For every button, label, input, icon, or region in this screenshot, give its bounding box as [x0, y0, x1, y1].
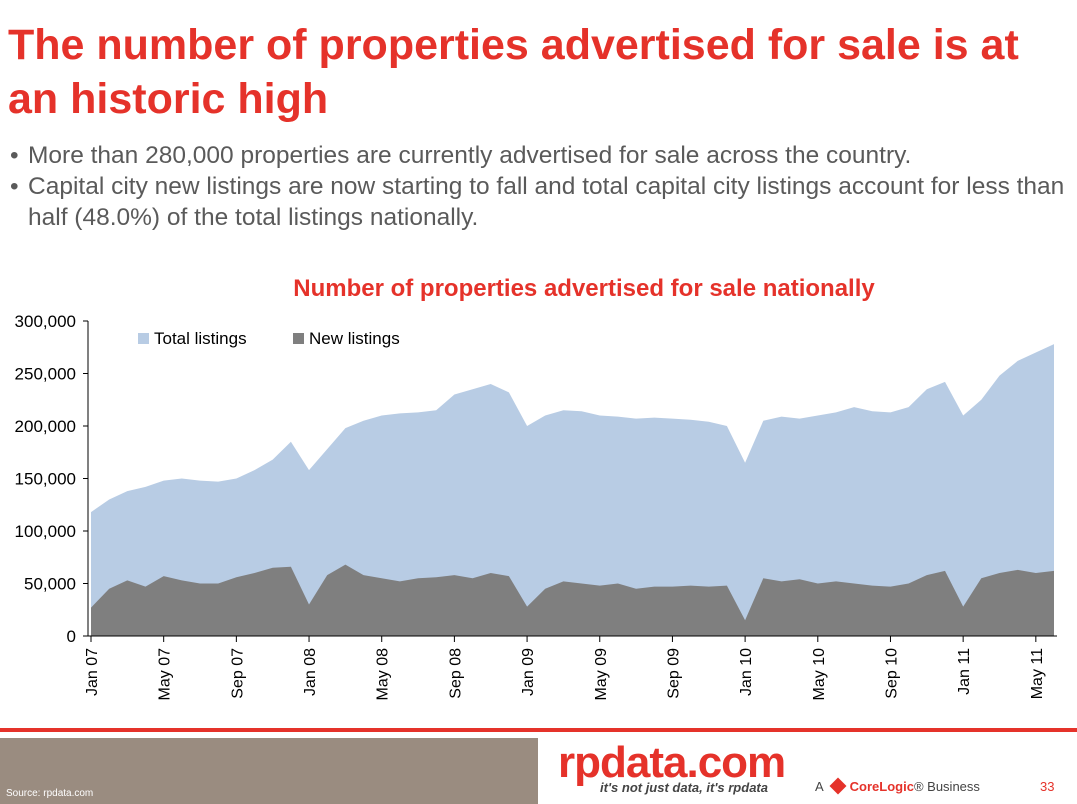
source-note: Source: rpdata.com: [6, 788, 94, 799]
y-tick-label: 100,000: [15, 522, 76, 541]
rpdata-logo: rpdata.com: [558, 738, 786, 787]
footer-band: [0, 738, 538, 804]
x-tick-label: Sep 07: [229, 648, 246, 699]
x-tick-label: Sep 09: [665, 648, 682, 699]
series-area-total-listings: [91, 344, 1054, 636]
chart-title: Number of properties advertised for sale…: [293, 275, 875, 302]
page-number: 33: [1040, 779, 1055, 794]
corelogic-badge: A CoreLogic® Business: [815, 777, 980, 795]
series-area-new-listings: [91, 564, 1054, 636]
y-tick-label: 50,000: [24, 575, 76, 594]
x-tick-label: Jan 08: [302, 648, 319, 696]
y-tick-label: 200,000: [15, 417, 76, 436]
x-tick-label: Jan 11: [956, 648, 973, 695]
x-tick-label: May 08: [375, 648, 392, 701]
corelogic-prefix: A: [815, 779, 824, 794]
y-tick-label: 150,000: [15, 470, 76, 489]
x-tick-label: Sep 10: [883, 648, 900, 699]
y-tick-label: 0: [67, 627, 76, 646]
bullet-dot-icon: •: [10, 173, 19, 200]
legend-label-new-listings: New listings: [309, 329, 400, 348]
page-title: The number of properties advertised for …: [8, 21, 1019, 123]
bullet-text: More than 280,000 properties are current…: [28, 142, 912, 169]
x-tick-label: Jan 10: [738, 648, 755, 696]
x-tick-label: May 09: [593, 648, 610, 701]
x-tick-label: Jan 09: [520, 648, 537, 696]
y-tick-label: 300,000: [15, 312, 76, 331]
bullet-item: • More than 280,000 properties are curren…: [10, 140, 1070, 171]
logo-tagline: it's not just data, it's rpdata: [600, 780, 768, 795]
bullet-item: • Capital city new listings are now start…: [10, 171, 1070, 233]
bullet-list: • More than 280,000 properties are curren…: [10, 140, 1070, 233]
x-tick-label: May 11: [1029, 648, 1046, 699]
area-chart: 0 50,000 100,000 150,000 200,000 250,000 300,0…: [15, 312, 1057, 701]
footer-divider: [0, 728, 1077, 732]
y-tick-label: 250,000: [15, 365, 76, 384]
corelogic-icon: [829, 777, 847, 795]
x-tick-label: May 07: [157, 648, 174, 701]
bullet-text: Capital city new listings are now starti…: [28, 173, 1065, 231]
x-tick-label: Sep 08: [447, 648, 464, 699]
x-tick-label: Jan 07: [84, 648, 101, 696]
bullet-dot-icon: •: [10, 142, 19, 169]
corelogic-brand: CoreLogic: [849, 779, 914, 794]
corelogic-suffix: ® Business: [913, 779, 980, 794]
legend-swatch-new-listings: [293, 333, 304, 344]
legend-label-total-listings: Total listings: [154, 329, 247, 348]
legend-swatch-total-listings: [138, 333, 149, 344]
x-tick-label: May 10: [811, 648, 828, 701]
